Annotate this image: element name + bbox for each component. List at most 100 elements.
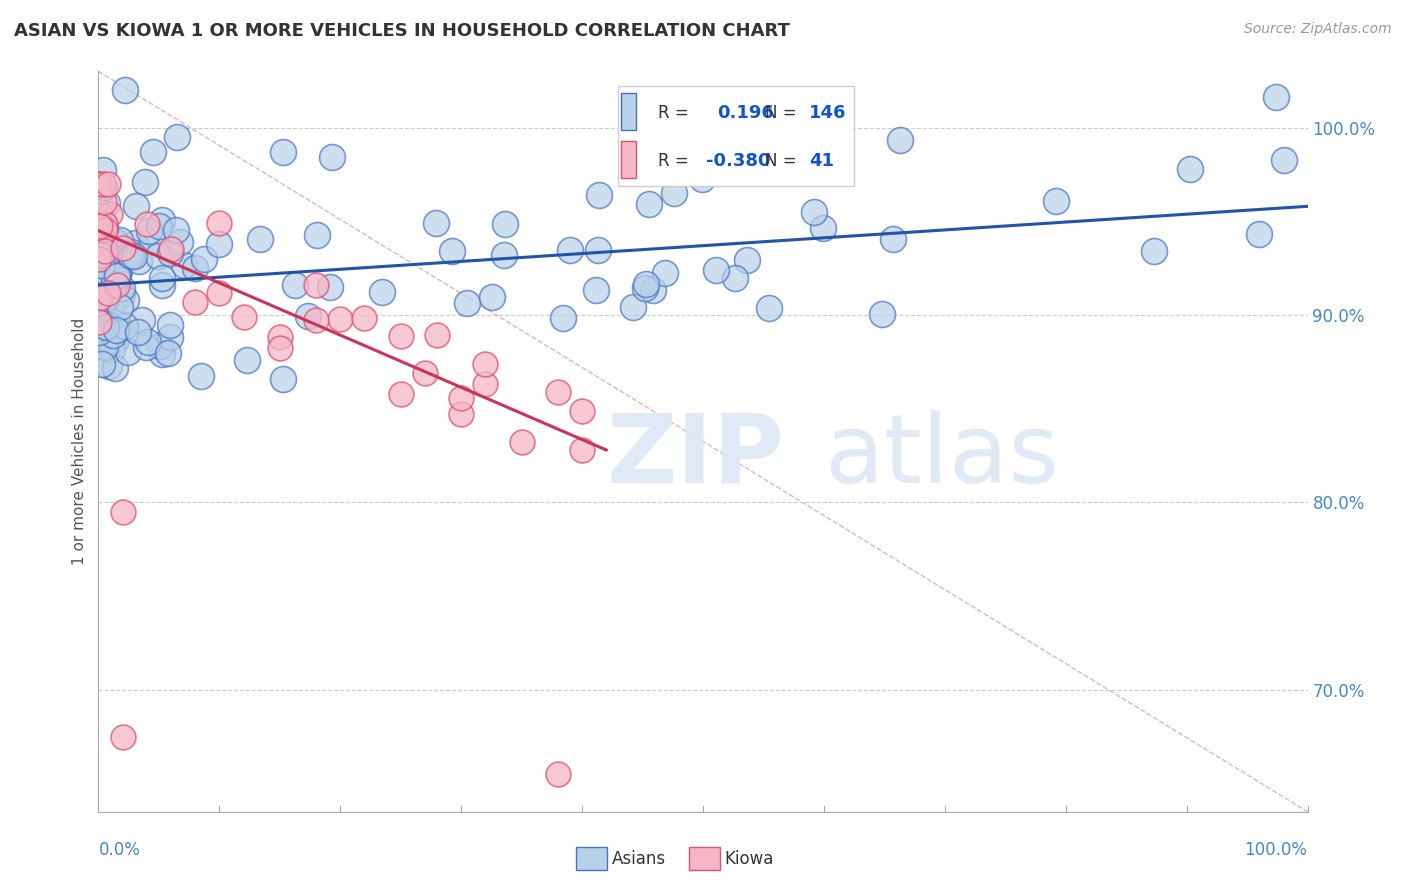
Point xyxy=(100,265,122,279)
Point xyxy=(111,241,134,255)
Point xyxy=(105,277,128,292)
Point xyxy=(94,320,117,334)
Point xyxy=(136,334,159,349)
Text: Kiowa: Kiowa xyxy=(724,850,773,868)
Point xyxy=(103,259,125,273)
Point xyxy=(371,285,394,299)
Point xyxy=(89,219,111,234)
Point xyxy=(273,145,295,159)
Point xyxy=(641,283,664,297)
Point xyxy=(111,505,134,519)
Point xyxy=(94,250,117,264)
Point xyxy=(159,329,181,343)
Point xyxy=(621,300,644,314)
Point xyxy=(426,328,449,343)
Point xyxy=(353,310,375,325)
Point xyxy=(690,172,713,186)
Point xyxy=(101,328,124,343)
Point xyxy=(97,285,120,300)
Text: ASIAN VS KIOWA 1 OR MORE VEHICLES IN HOUSEHOLD CORRELATION CHART: ASIAN VS KIOWA 1 OR MORE VEHICLES IN HOU… xyxy=(14,22,790,40)
Point xyxy=(208,285,231,300)
Point xyxy=(114,83,136,97)
Point xyxy=(108,300,131,314)
Point xyxy=(93,218,115,232)
Point xyxy=(87,262,110,277)
Point xyxy=(97,177,120,191)
Point xyxy=(128,253,150,268)
Point xyxy=(664,186,686,201)
Text: 0.0%: 0.0% xyxy=(98,841,141,859)
Text: N =: N = xyxy=(765,153,796,170)
Point xyxy=(127,325,149,339)
Point xyxy=(98,318,121,333)
Point xyxy=(735,253,758,268)
Point xyxy=(413,367,436,381)
Point xyxy=(97,259,120,273)
Point xyxy=(101,303,124,318)
Point xyxy=(100,342,122,356)
Point xyxy=(547,384,569,399)
Text: 146: 146 xyxy=(810,104,846,122)
Point xyxy=(269,330,291,344)
Point xyxy=(91,308,114,322)
Point xyxy=(93,274,115,288)
Point xyxy=(571,404,593,418)
Point xyxy=(150,271,173,285)
Point xyxy=(329,312,352,326)
Point xyxy=(89,252,111,267)
Point xyxy=(571,443,593,458)
Point xyxy=(389,387,412,401)
Point xyxy=(108,233,131,247)
Point xyxy=(184,294,207,309)
Point xyxy=(297,310,319,324)
Point xyxy=(148,339,170,353)
Point xyxy=(450,408,472,422)
Point xyxy=(150,213,173,227)
Point xyxy=(90,339,112,353)
Point xyxy=(321,150,343,164)
Point xyxy=(104,234,127,248)
Point xyxy=(551,310,574,325)
Point xyxy=(585,283,607,297)
Point xyxy=(481,289,503,303)
Point xyxy=(1178,162,1201,177)
Point xyxy=(208,236,231,251)
Point xyxy=(269,341,291,355)
Point xyxy=(138,224,160,238)
Point xyxy=(492,248,515,262)
Point xyxy=(91,318,114,332)
Point xyxy=(120,245,142,260)
Point xyxy=(97,359,120,373)
Point xyxy=(159,246,181,260)
Point xyxy=(160,242,183,256)
Point xyxy=(111,286,134,301)
Point xyxy=(803,205,825,219)
Point xyxy=(94,272,117,286)
Point xyxy=(190,369,212,384)
Point xyxy=(150,347,173,361)
Point xyxy=(89,210,111,224)
Point xyxy=(159,318,181,332)
Point xyxy=(146,249,169,263)
Point xyxy=(94,340,117,354)
Point xyxy=(93,179,115,194)
Point xyxy=(110,324,132,338)
Text: atlas: atlas xyxy=(824,409,1059,503)
Point xyxy=(389,329,412,343)
Point xyxy=(758,301,780,315)
Point xyxy=(90,268,112,282)
Point xyxy=(249,232,271,246)
Point xyxy=(235,353,257,368)
Point xyxy=(87,315,110,329)
Point xyxy=(125,199,148,213)
Point xyxy=(882,232,904,246)
Point xyxy=(87,177,110,191)
Point xyxy=(104,333,127,347)
Point xyxy=(319,279,342,293)
Text: 0.196: 0.196 xyxy=(717,104,775,122)
Point xyxy=(305,278,328,293)
Point xyxy=(1249,227,1271,242)
Text: N =: N = xyxy=(765,104,796,122)
Point xyxy=(165,223,187,237)
Point xyxy=(90,258,112,272)
